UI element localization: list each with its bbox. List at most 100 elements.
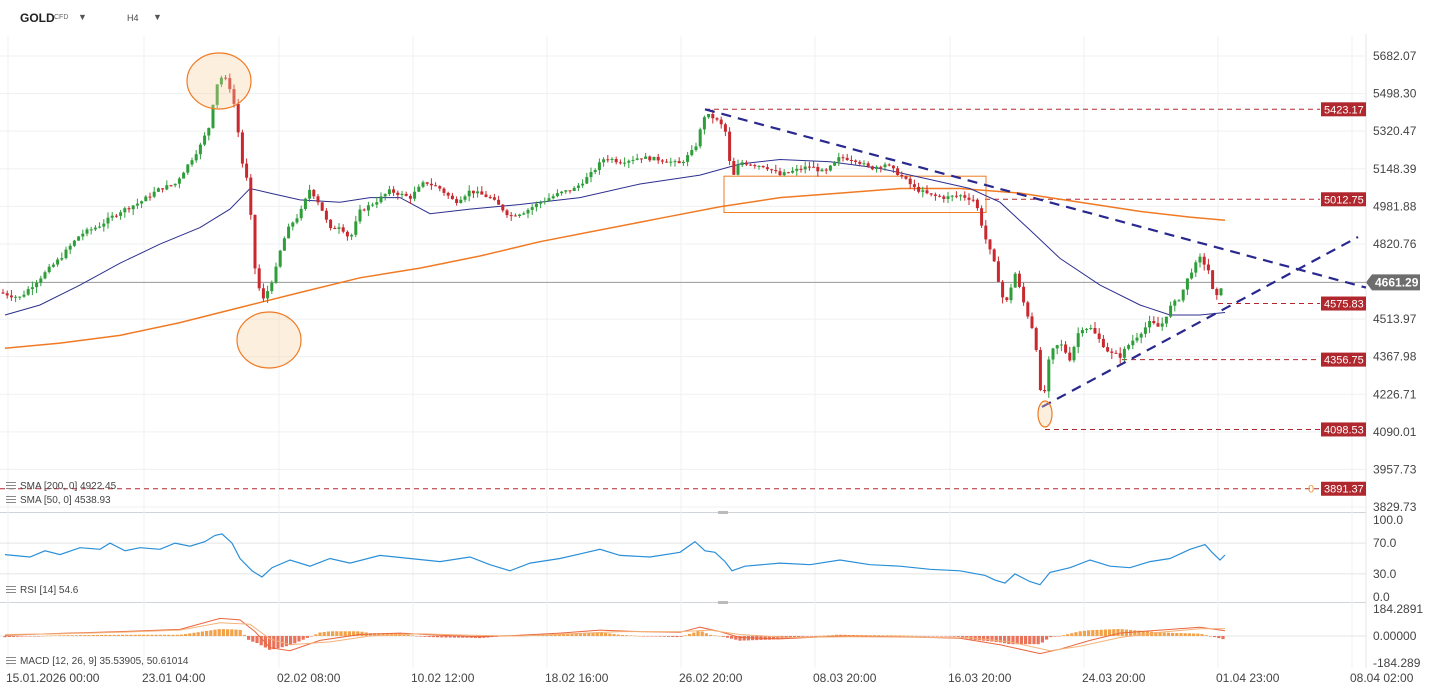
candle-body[interactable] [1190, 272, 1194, 279]
candle-body[interactable] [492, 197, 496, 200]
candle-body[interactable] [93, 227, 97, 230]
candle-body[interactable] [5, 293, 9, 296]
candle-body[interactable] [753, 165, 757, 167]
candle-body[interactable] [77, 236, 81, 241]
candle-body[interactable] [198, 144, 202, 155]
candle-body[interactable] [677, 161, 681, 164]
current-price-badge[interactable] [1366, 274, 1420, 291]
candle-body[interactable] [43, 272, 47, 279]
candle-body[interactable] [513, 215, 517, 217]
candle-body[interactable] [1127, 345, 1131, 349]
candle-body[interactable] [623, 162, 627, 164]
candle-body[interactable] [736, 165, 740, 175]
candle-body[interactable] [417, 186, 421, 192]
candle-body[interactable] [1101, 338, 1105, 348]
candle-body[interactable] [60, 258, 64, 260]
support-trendline[interactable] [1041, 236, 1359, 408]
candle-body[interactable] [186, 164, 190, 173]
candle-body[interactable] [1085, 328, 1089, 330]
candle-body[interactable] [1202, 256, 1206, 265]
timeframe-dropdown-icon[interactable]: ▼ [153, 12, 162, 22]
candle-body[interactable] [366, 205, 370, 211]
candle-body[interactable] [413, 191, 417, 199]
candle-body[interactable] [551, 196, 555, 199]
symbol-dropdown-icon[interactable]: ▼ [78, 12, 87, 22]
candle-body[interactable] [904, 176, 908, 179]
candle-body[interactable] [224, 77, 228, 79]
candle-body[interactable] [203, 135, 207, 145]
candle-body[interactable] [39, 278, 43, 283]
candle-body[interactable] [1143, 327, 1147, 334]
candle-body[interactable] [400, 193, 404, 195]
candle-body[interactable] [156, 188, 160, 192]
candle-body[interactable] [778, 171, 782, 176]
candle-body[interactable] [795, 168, 799, 171]
candle-body[interactable] [891, 165, 895, 169]
candle-body[interactable] [858, 161, 862, 164]
candle-body[interactable] [728, 131, 732, 161]
candle-body[interactable] [463, 196, 467, 200]
candle-body[interactable] [526, 209, 530, 214]
candle-body[interactable] [887, 164, 891, 166]
candle-body[interactable] [862, 163, 866, 165]
candle-body[interactable] [1, 292, 5, 294]
low-highlight-circle[interactable] [236, 311, 302, 369]
candle-body[interactable] [1022, 286, 1026, 303]
candle-body[interactable] [324, 210, 328, 220]
candle-body[interactable] [639, 158, 643, 160]
candle-body[interactable] [173, 183, 177, 186]
candle-body[interactable] [614, 159, 618, 163]
candle-body[interactable] [316, 196, 320, 203]
level-price-badge[interactable] [1321, 296, 1366, 311]
candle-body[interactable] [127, 208, 131, 210]
candle-body[interactable] [1198, 256, 1202, 263]
level-price-badge[interactable] [1321, 481, 1366, 496]
candle-body[interactable] [534, 203, 538, 208]
candle-body[interactable] [782, 172, 786, 176]
candle-body[interactable] [1076, 333, 1080, 347]
indicator-settings-icon[interactable] [6, 482, 16, 491]
candle-body[interactable] [505, 210, 509, 216]
candle-body[interactable] [833, 161, 837, 166]
macd-line[interactable] [4, 617, 1226, 655]
candle-body[interactable] [30, 287, 34, 290]
candle-body[interactable] [547, 198, 551, 201]
candle-body[interactable] [770, 169, 774, 171]
candle-body[interactable] [1194, 262, 1198, 273]
bottom-highlight-circle[interactable] [1037, 400, 1053, 428]
candle-body[interactable] [114, 215, 118, 217]
candle-body[interactable] [845, 157, 849, 160]
candle-body[interactable] [786, 172, 790, 174]
candle-body[interactable] [278, 250, 282, 267]
candle-body[interactable] [350, 234, 354, 237]
candle-body[interactable] [828, 165, 832, 171]
candle-body[interactable] [694, 146, 698, 150]
candle-body[interactable] [484, 194, 488, 198]
candle-body[interactable] [984, 225, 988, 240]
candle-body[interactable] [358, 209, 362, 222]
candle-body[interactable] [799, 168, 803, 170]
candle-body[interactable] [1122, 348, 1126, 358]
candle-body[interactable] [996, 261, 1000, 282]
candle-body[interactable] [744, 162, 748, 165]
candle-body[interactable] [1211, 270, 1215, 289]
candle-body[interactable] [110, 215, 114, 218]
candle-body[interactable] [1034, 328, 1038, 350]
candle-body[interactable] [282, 238, 286, 251]
candle-body[interactable] [497, 199, 501, 205]
candle-body[interactable] [921, 190, 925, 192]
candle-body[interactable] [1089, 328, 1093, 329]
candle-body[interactable] [656, 156, 660, 161]
sma200-line[interactable] [4, 187, 1226, 350]
candle-body[interactable] [345, 231, 349, 237]
sma50-line[interactable] [4, 158, 1226, 316]
candle-body[interactable] [1160, 323, 1164, 327]
candle-body[interactable] [291, 222, 295, 227]
candle-body[interactable] [1118, 353, 1122, 358]
candle-body[interactable] [555, 193, 559, 197]
candle-body[interactable] [585, 177, 589, 184]
candle-body[interactable] [438, 186, 442, 189]
candle-body[interactable] [287, 226, 291, 239]
candle-body[interactable] [308, 189, 312, 199]
candle-body[interactable] [761, 165, 765, 168]
